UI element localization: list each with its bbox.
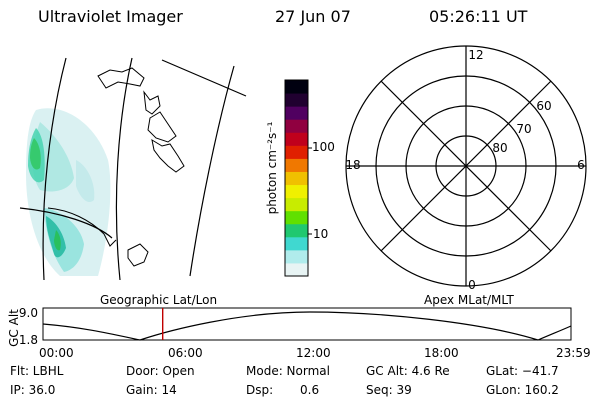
ip-info: IP: 36.0 bbox=[10, 383, 56, 397]
colorbar-tick-100: 100 bbox=[312, 140, 335, 154]
mlt-label-12: 12 bbox=[468, 48, 483, 62]
color-band bbox=[285, 145, 308, 159]
aurora-emission bbox=[26, 108, 111, 276]
mlat-label-70: 70 bbox=[516, 122, 531, 136]
geographic-map bbox=[19, 57, 247, 281]
timeline-xtick-1200: 12:00 bbox=[296, 346, 331, 360]
lat-lon-grid bbox=[19, 57, 247, 281]
date-label: 27 Jun 07 bbox=[275, 7, 351, 26]
timeline-xtick-1800: 18:00 bbox=[424, 346, 459, 360]
color-band bbox=[285, 184, 308, 199]
gain-info: Gain: 14 bbox=[126, 383, 177, 397]
timeline-xtick-2359: 23:59 bbox=[556, 346, 591, 360]
mode-info: Mode: Normal bbox=[246, 364, 330, 378]
glat-info: GLat: −41.7 bbox=[486, 364, 559, 378]
color-band bbox=[285, 158, 308, 172]
color-bar: photon cm⁻²s⁻¹ bbox=[265, 79, 312, 277]
polar-plot: 12 18 6 0 60 70 80 bbox=[345, 45, 587, 292]
color-band bbox=[285, 171, 308, 186]
colorbar-tick-10: 10 bbox=[313, 227, 329, 241]
timeline-xtick-0600: 06:00 bbox=[168, 346, 203, 360]
mlt-label-0: 0 bbox=[468, 278, 476, 292]
dsp-label: Dsp: bbox=[246, 383, 274, 397]
coastlines bbox=[47, 67, 185, 267]
color-band bbox=[285, 80, 308, 94]
timeline-ytick-high: 9.0 bbox=[19, 306, 38, 320]
color-band bbox=[285, 236, 308, 251]
door-info: Door: Open bbox=[126, 364, 195, 378]
gc-alt-info: GC Alt: 4.6 Re bbox=[366, 364, 450, 378]
color-band bbox=[285, 106, 308, 120]
timeline-left-title: Geographic Lat/Lon bbox=[100, 293, 218, 307]
color-band bbox=[285, 197, 308, 212]
time-label: 05:26:11 UT bbox=[429, 7, 528, 26]
glon-info: GLon: 160.2 bbox=[486, 383, 559, 397]
timeline-panel: GC Alt 9.0 1.8 bbox=[7, 306, 572, 347]
color-band bbox=[285, 249, 308, 264]
timeline-axis-label: GC Alt bbox=[7, 309, 21, 347]
mlat-label-80: 80 bbox=[492, 141, 507, 155]
color-band bbox=[285, 210, 308, 225]
seq-info: Seq: 39 bbox=[366, 383, 412, 397]
color-band bbox=[285, 132, 308, 146]
orbit-altitude-curve bbox=[42, 311, 572, 341]
color-band bbox=[285, 223, 308, 238]
mlt-diagonal-b bbox=[380, 80, 552, 252]
color-band bbox=[285, 119, 308, 133]
color-band bbox=[285, 93, 308, 107]
mlt-label-18: 18 bbox=[345, 158, 360, 172]
colorbar-unit-label: photon cm⁻²s⁻¹ bbox=[265, 121, 279, 214]
timeline-frame bbox=[42, 307, 572, 341]
color-band bbox=[285, 262, 308, 277]
color-scale bbox=[285, 80, 308, 277]
timeline-ytick-low: 1.8 bbox=[19, 333, 38, 347]
instrument-title: Ultraviolet Imager bbox=[38, 7, 183, 26]
timeline-xtick-0000: 00:00 bbox=[39, 346, 74, 360]
dsp-value: 0.6 bbox=[300, 383, 320, 397]
filter-info: Flt: LBHL bbox=[10, 364, 64, 378]
mlat-label-60: 60 bbox=[536, 99, 551, 113]
mlt-label-6: 6 bbox=[577, 158, 585, 172]
timeline-right-title: Apex MLat/MLT bbox=[424, 293, 514, 307]
